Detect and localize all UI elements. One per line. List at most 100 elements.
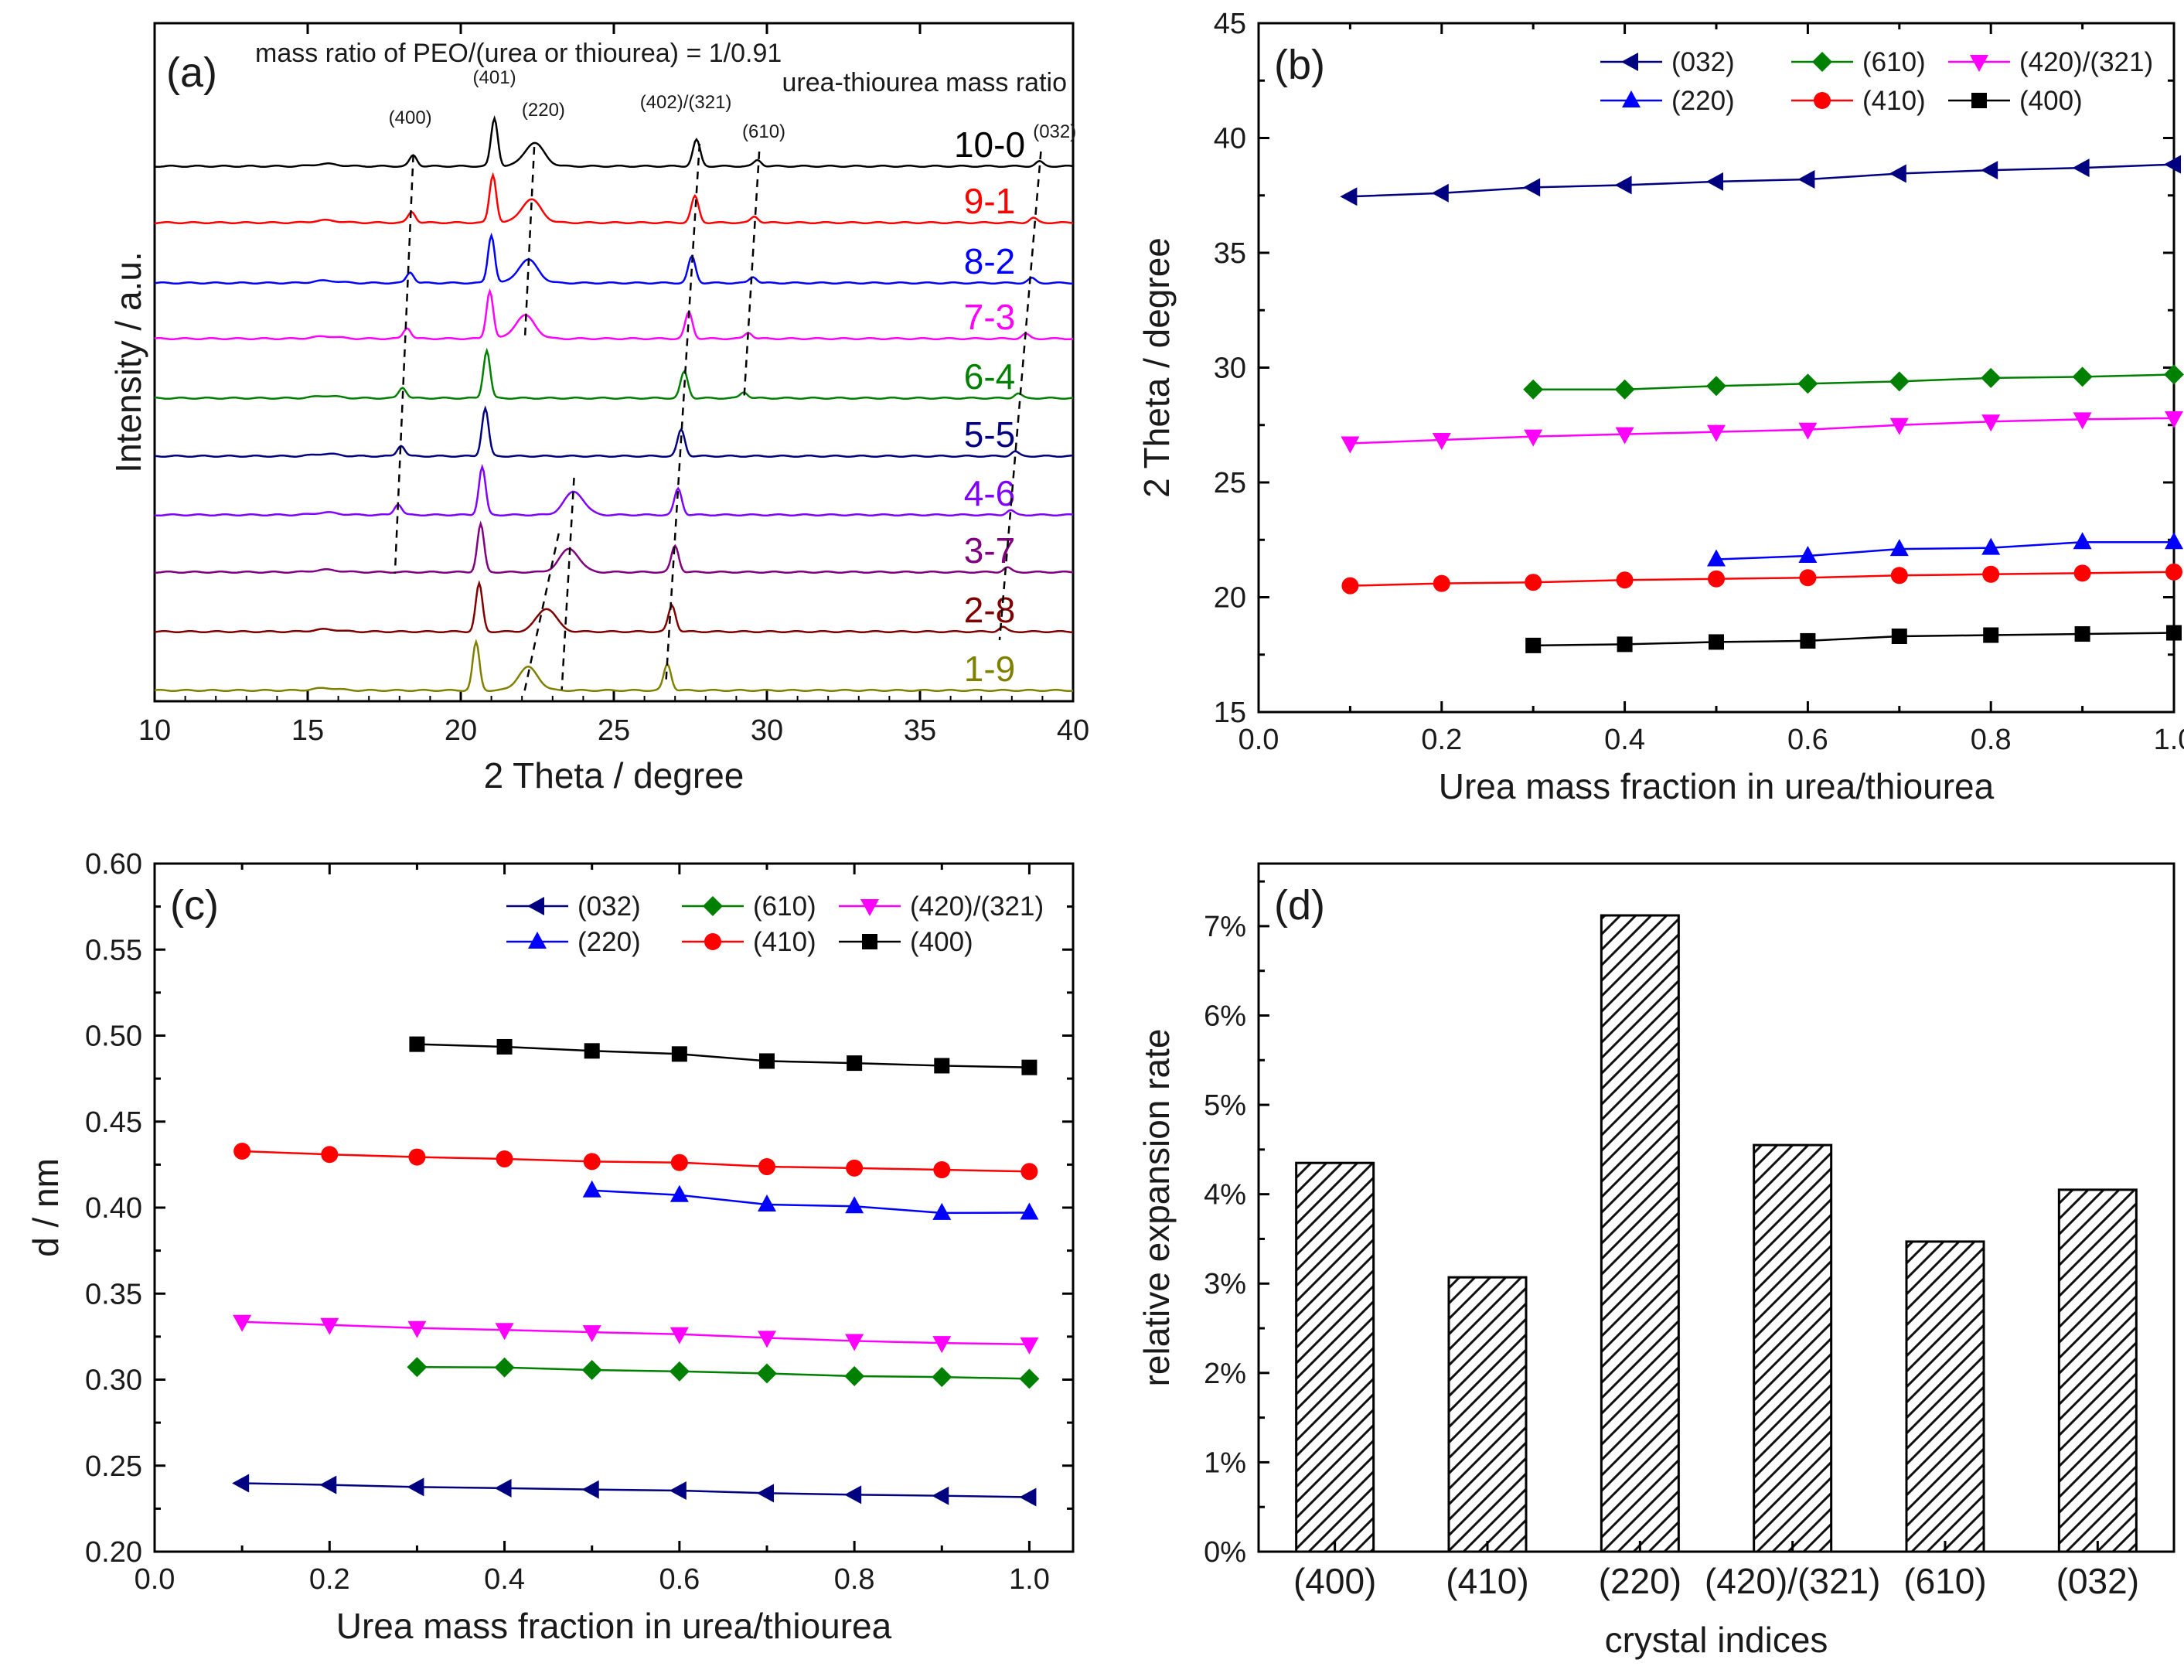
peak-label-220: (220)	[522, 100, 565, 121]
x-tick-label: 0.0	[135, 1563, 175, 1596]
peak-label-400: (400)	[389, 107, 432, 128]
bar-032	[2057, 1188, 2138, 1553]
data-point-610	[1019, 1368, 1040, 1389]
data-point-420-321	[1020, 1337, 1039, 1355]
y-tick-label: 1%	[1204, 1447, 1246, 1479]
annotation-mass-ratio: mass ratio of PEO/(urea or thiourea) = 1…	[255, 39, 782, 68]
legend-label-610: (610)	[753, 891, 816, 922]
data-point-420-321	[1798, 422, 1818, 440]
x-tick-label-610: (610)	[1903, 1561, 1986, 1601]
data-point-410	[1020, 1163, 1038, 1181]
x-tick-label-420-321: (420)/(321)	[1705, 1561, 1881, 1601]
series-line-220	[1716, 540, 2174, 561]
legend-marker-032	[527, 897, 544, 915]
data-point-032	[1889, 164, 1906, 183]
series-line-410	[1350, 571, 2175, 587]
series-line-410	[242, 1150, 1030, 1173]
legend-marker-400	[1971, 93, 1987, 108]
peak-label-401: (401)	[473, 67, 516, 88]
data-point-610	[757, 1363, 777, 1384]
y-axis-label: Intensity / a.u.	[108, 251, 148, 472]
data-point-410	[933, 1161, 951, 1179]
bar-410	[1447, 1276, 1528, 1553]
data-point-032	[932, 1486, 949, 1505]
data-point-400	[2166, 625, 2182, 641]
x-tick-label: 1.0	[2154, 724, 2184, 756]
data-point-420-321	[582, 1325, 601, 1343]
peak-guide-dashed-line	[665, 143, 701, 684]
data-point-610	[2072, 366, 2093, 387]
x-tick-label: 10	[138, 714, 171, 747]
data-point-410	[1708, 570, 1725, 588]
y-tick-label: 0%	[1204, 1536, 1246, 1569]
data-point-400	[1983, 627, 1999, 643]
x-tick-label-410: (410)	[1446, 1561, 1528, 1601]
data-point-400	[1525, 637, 1542, 653]
data-point-032	[319, 1475, 337, 1494]
ratio-label-5-5: 5-5	[964, 414, 1015, 455]
series-line-610	[417, 1366, 1030, 1380]
data-point-420-321	[845, 1334, 864, 1351]
ratio-label-2-8: 2-8	[964, 590, 1015, 630]
legend-marker-610	[1812, 52, 1832, 72]
data-point-410	[408, 1148, 426, 1166]
x-axis-label: Urea mass fraction in urea/thiourea	[1439, 766, 1995, 806]
y-tick-label: 7%	[1204, 911, 1246, 943]
series-line-610	[1533, 373, 2175, 390]
legend-marker-420-321	[860, 899, 879, 916]
legend-label-220: (220)	[1671, 86, 1735, 116]
bar-610	[1905, 1240, 1985, 1553]
data-point-610	[2164, 364, 2184, 385]
data-point-032	[407, 1477, 424, 1497]
y-tick-label: 0.50	[85, 1021, 142, 1053]
series-line-032	[242, 1482, 1030, 1498]
series-line-400	[417, 1043, 1030, 1068]
y-tick-label: 0.40	[85, 1192, 142, 1225]
x-axis-label: 2 Theta / degree	[484, 755, 744, 796]
legend-marker-610	[703, 896, 723, 916]
ratio-label-9-1: 9-1	[964, 181, 1015, 221]
data-point-610	[1523, 379, 1544, 400]
xrd-pattern-8-2	[154, 232, 1074, 285]
data-point-400	[671, 1046, 687, 1062]
data-point-410	[1433, 574, 1450, 592]
data-point-220	[1707, 549, 1726, 567]
data-point-420-321	[1524, 429, 1543, 447]
xrd-pattern-1-9	[154, 639, 1074, 693]
data-point-610	[494, 1357, 515, 1378]
data-point-420-321	[495, 1323, 514, 1341]
legend-marker-420-321	[1970, 55, 1988, 72]
x-tick-label: 40	[1057, 714, 1089, 747]
peak-guide-dashed-line	[394, 154, 414, 574]
data-point-420-321	[407, 1320, 427, 1338]
y-tick-label: 0.20	[85, 1536, 142, 1569]
data-point-220	[932, 1202, 952, 1220]
data-point-420-321	[932, 1336, 952, 1354]
bar-420-321	[1753, 1143, 1833, 1553]
data-point-032	[1431, 183, 1449, 203]
data-point-032	[1614, 175, 1632, 195]
peak-label-610: (610)	[742, 121, 785, 142]
legend-marker-220	[528, 932, 547, 949]
ratio-label-10-0: 10-0	[954, 124, 1025, 165]
legend-marker-220	[1622, 90, 1641, 107]
data-point-610	[1706, 376, 1726, 397]
y-tick-label: 35	[1214, 237, 1246, 270]
data-point-420-321	[320, 1317, 339, 1335]
peak-guide-dashed-line	[998, 151, 1042, 641]
data-point-410	[1616, 571, 1634, 589]
x-tick-label: 0.4	[484, 1563, 525, 1596]
xrd-pattern-9-1	[154, 172, 1074, 225]
data-point-032	[1523, 178, 1541, 197]
data-point-420-321	[2073, 412, 2092, 430]
x-tick-label-220: (220)	[1599, 1561, 1681, 1601]
ratio-label-8-2: 8-2	[964, 241, 1015, 281]
data-point-410	[496, 1150, 513, 1168]
y-tick-label: 0.30	[85, 1365, 142, 1397]
legend-label-610: (610)	[1862, 47, 1926, 77]
panel-label: (a)	[166, 49, 217, 96]
y-tick-label: 40	[1214, 123, 1246, 155]
data-point-220	[2073, 532, 2092, 550]
peak-label-402-321: (402)/(321)	[640, 92, 732, 113]
data-point-220	[1889, 539, 1909, 557]
